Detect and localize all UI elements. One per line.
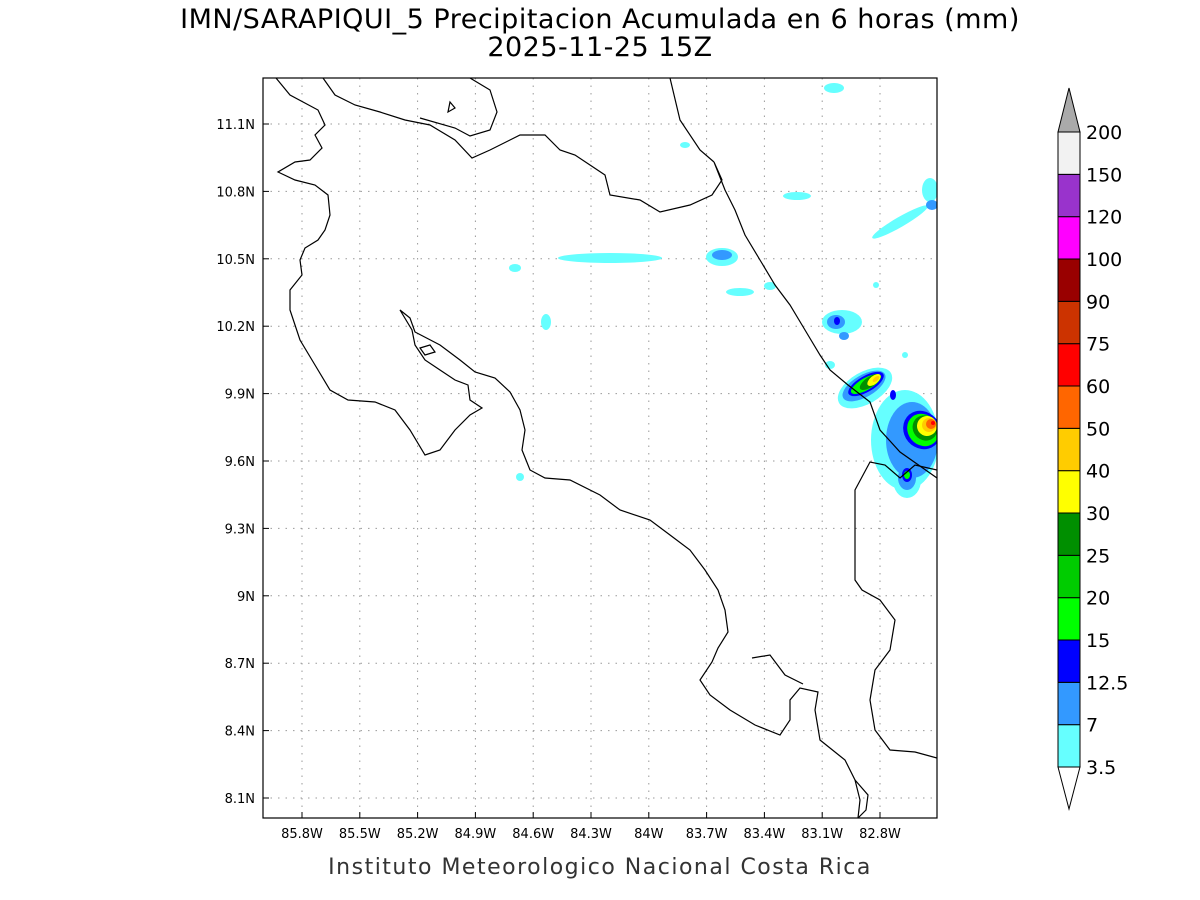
colorbar-label: 12.5: [1086, 672, 1128, 694]
lat-tick-label: 8.1N: [225, 792, 255, 807]
colorbar-label: 50: [1086, 418, 1110, 440]
colorbar-swatch: [1057, 597, 1081, 641]
plot-frame: [262, 77, 938, 819]
map-title: IMN/SARAPIQUI_5 Precipitacion Acumulada …: [180, 4, 1020, 35]
lat-tick-label: 10.2N: [216, 320, 255, 335]
lat-tick-label: 11.1N: [216, 118, 255, 133]
lon-tick-label: 84.6W: [512, 827, 554, 842]
lat-tick-label: 10.8N: [216, 185, 255, 200]
colorbar-label: 200: [1086, 122, 1122, 144]
colorbar-label: 120: [1086, 207, 1122, 229]
colorbar-label: 7: [1086, 715, 1098, 737]
coastlines-borders: [275, 78, 937, 818]
lon-tick-label: 85.5W: [339, 827, 381, 842]
colorbar-swatch: [1057, 512, 1081, 556]
colorbar-label: 40: [1086, 461, 1110, 483]
lat-tick-label: 10.5N: [216, 253, 255, 268]
lon-tick-label: 83.4W: [743, 827, 785, 842]
colorbar: 3.5 7 12.5 15 20 25 30 40 50 60 75 90 100 120 150 200: [1057, 87, 1128, 811]
colorbar-over-arrow: [1057, 87, 1081, 133]
lat-tick-label: 8.4N: [225, 725, 255, 740]
lon-tick-label: 83.7W: [686, 827, 728, 842]
colorbar-swatch: [1057, 554, 1081, 599]
lon-tick-label: 82.8W: [859, 827, 901, 842]
colorbar-label: 3.5: [1086, 757, 1116, 779]
colorbar-label: 25: [1086, 545, 1110, 567]
colorbar-label: 100: [1086, 249, 1122, 271]
lat-tick-label: 8.7N: [225, 657, 255, 672]
colorbar-label: 15: [1086, 630, 1110, 652]
colorbar-swatch: [1057, 343, 1081, 387]
colorbar-label: 150: [1086, 164, 1122, 186]
lon-tick-label: 84.9W: [454, 827, 496, 842]
lon-tick-label: 84.3W: [570, 827, 612, 842]
lat-tick-label: 9.6N: [225, 455, 255, 470]
colorbar-swatch: [1057, 131, 1081, 175]
lon-tick-label: 83.1W: [801, 827, 843, 842]
lat-tick-label: 9.9N: [225, 388, 255, 403]
colorbar-under-arrow: [1057, 766, 1081, 811]
colorbar-label: 75: [1086, 334, 1110, 356]
colorbar-swatch: [1057, 639, 1081, 683]
footer-credit: Instituto Meteorologico Nacional Costa R…: [328, 855, 872, 880]
lat-tick-label: 9.3N: [225, 522, 255, 537]
colorbar-label: 60: [1086, 376, 1110, 398]
colorbar-swatch: [1057, 258, 1081, 302]
colorbar-swatch: [1057, 681, 1081, 726]
colorbar-swatch: [1057, 385, 1081, 429]
lat-tick-label: 9N: [237, 590, 255, 605]
map-valid-time: 2025-11-25 15Z: [487, 32, 713, 63]
lon-tick-label: 84W: [634, 827, 664, 842]
colorbar-swatch: [1057, 173, 1081, 218]
grid-lines: [263, 78, 937, 818]
colorbar-swatch: [1057, 427, 1081, 472]
colorbar-swatch: [1057, 216, 1081, 260]
lon-tick-label: 85.8W: [281, 827, 323, 842]
precipitation-field: [509, 83, 937, 498]
colorbar-label: 30: [1086, 503, 1110, 525]
lon-tick-label: 85.2W: [397, 827, 439, 842]
colorbar-swatch: [1057, 300, 1081, 345]
colorbar-label: 90: [1086, 291, 1110, 313]
colorbar-swatch: [1057, 470, 1081, 514]
colorbar-swatch: [1057, 724, 1081, 768]
colorbar-label: 20: [1086, 588, 1110, 610]
